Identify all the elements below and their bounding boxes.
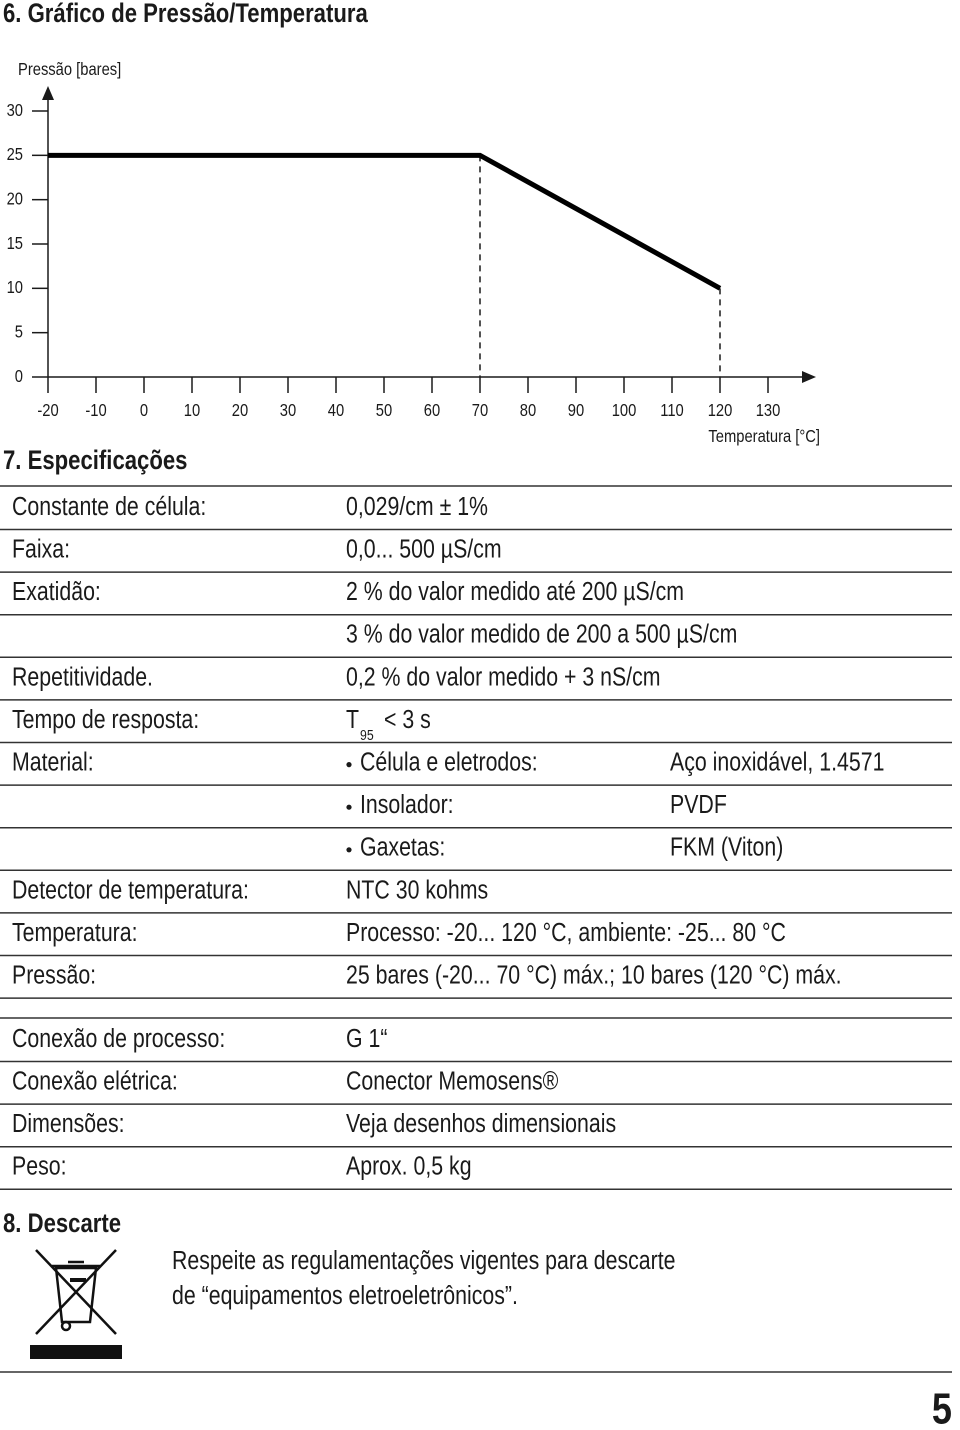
spec-value: Aço inoxidável, 1.4571 <box>670 748 884 778</box>
disposal-icon <box>30 1249 122 1359</box>
spec-value: Conector Memosens® <box>346 1067 559 1097</box>
spec-item: Célula e eletrodos: <box>360 748 538 778</box>
spec-label: Constante de célula: <box>12 492 206 522</box>
x-tick-label: 40 <box>328 400 344 420</box>
x-axis-label: Temperatura [°C] <box>708 426 820 446</box>
spec-value: FKM (Viton) <box>670 833 783 863</box>
x-tick-label: 100 <box>612 400 637 420</box>
spec-label: Faixa: <box>12 535 70 565</box>
spec-value: 3 % do valor medido de 200 a 500 µS/cm <box>346 620 737 650</box>
x-tick-label: 80 <box>520 400 536 420</box>
x-tick-label: 50 <box>376 400 392 420</box>
spec-value: 0,0... 500 µS/cm <box>346 535 502 565</box>
y-tick-label: 5 <box>15 322 23 342</box>
spec-item: Insolador: <box>360 790 454 820</box>
x-tick-label: 60 <box>424 400 440 420</box>
x-tick-label: 0 <box>140 400 148 420</box>
section-title: 6. Gráfico de Pressão/Temperatura <box>3 0 368 29</box>
y-tick-label: 25 <box>7 145 23 165</box>
spec-label: Repetitividade. <box>12 662 153 692</box>
spec-label: Detector de temperatura: <box>12 875 249 905</box>
spec-label: Tempo de resposta: <box>12 705 199 735</box>
spec-label: Pressão: <box>12 961 96 991</box>
bullet <box>346 762 352 768</box>
spec-label: Peso: <box>12 1152 67 1182</box>
spec-symbol: T <box>346 705 359 735</box>
spec-value: G 1“ <box>346 1024 388 1054</box>
spec-value: NTC 30 kohms <box>346 875 488 905</box>
page-number: 5 <box>932 1384 952 1430</box>
disposal-text: Respeite as regulamentações vigentes par… <box>172 1246 675 1276</box>
spec-label: Temperatura: <box>12 918 138 948</box>
x-tick-label: 90 <box>568 400 584 420</box>
spec-label: Conexão de processo: <box>12 1024 225 1054</box>
spec-value: < 3 s <box>384 705 431 735</box>
spec-value: 2 % do valor medido até 200 µS/cm <box>346 577 684 607</box>
spec-value: 25 bares (-20... 70 °C) máx.; 10 bares (… <box>346 961 842 991</box>
spec-value: Aprox. 0,5 kg <box>346 1152 472 1182</box>
x-axis-arrow <box>802 371 816 383</box>
section-title: 8. Descarte <box>3 1209 121 1239</box>
y-tick-label: 15 <box>7 233 23 253</box>
bullet <box>346 847 352 853</box>
pressure-line <box>48 152 722 291</box>
x-tick-label: 10 <box>184 400 200 420</box>
spec-value: PVDF <box>670 790 727 820</box>
x-tick-label: 130 <box>756 400 781 420</box>
y-tick-label: 0 <box>15 366 23 386</box>
spec-value: Processo: -20... 120 °C, ambiente: -25..… <box>346 918 786 948</box>
y-tick-label: 30 <box>7 100 23 120</box>
spec-value: 0,029/cm ± 1% <box>346 492 488 522</box>
spec-label: Material: <box>12 748 94 778</box>
x-tick-label: 110 <box>660 400 684 420</box>
y-tick-label: 10 <box>7 278 23 298</box>
spec-item: Gaxetas: <box>360 833 445 863</box>
bullet <box>346 804 352 810</box>
x-tick-label: -20 <box>37 400 58 420</box>
spec-label: Exatidão: <box>12 577 101 607</box>
disposal-text: de “equipamentos eletroeletrônicos”. <box>172 1281 518 1311</box>
x-tick-label: 120 <box>708 400 733 420</box>
x-tick-label: 20 <box>232 400 248 420</box>
spec-subscript: 95 <box>360 727 374 743</box>
spec-label: Conexão elétrica: <box>12 1067 178 1097</box>
x-tick-label: -10 <box>85 400 106 420</box>
y-tick-label: 20 <box>7 189 23 209</box>
spec-value: Veja desenhos dimensionais <box>346 1109 616 1139</box>
y-axis-arrow <box>42 86 54 100</box>
spec-label: Dimensões: <box>12 1109 125 1139</box>
x-tick-label: 30 <box>280 400 296 420</box>
section-title: 7. Especificações <box>3 446 187 476</box>
x-tick-label: 70 <box>472 400 488 420</box>
y-axis-label: Pressão [bares] <box>18 59 121 79</box>
spec-value: 0,2 % do valor medido + 3 nS/cm <box>346 662 661 692</box>
